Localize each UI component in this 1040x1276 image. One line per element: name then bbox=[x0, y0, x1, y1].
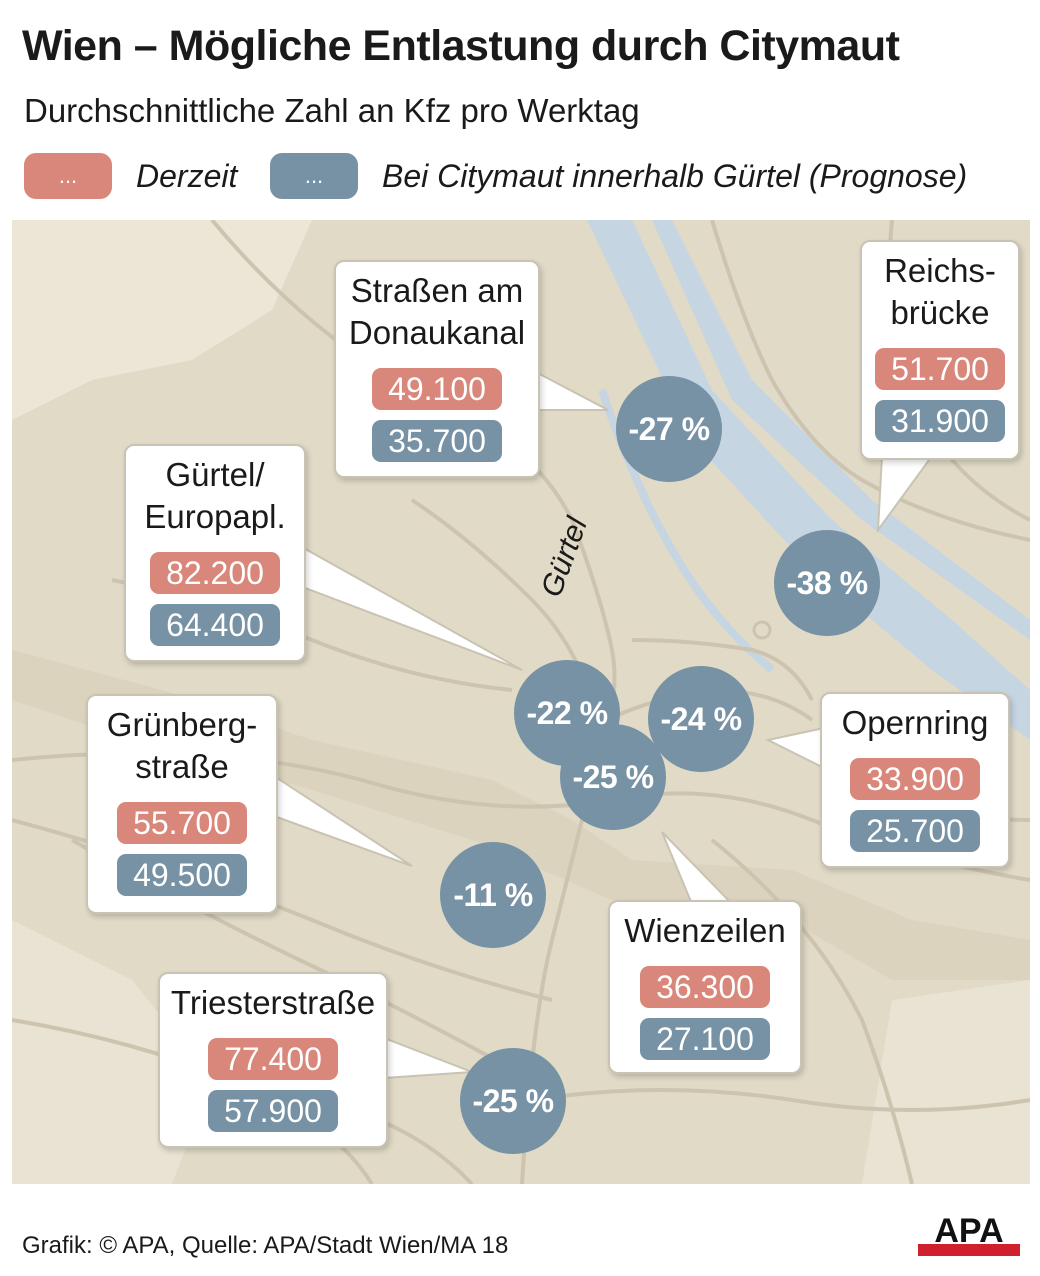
forecast-value: 49.500 bbox=[117, 854, 247, 896]
location-name: Opernring bbox=[841, 704, 989, 741]
callout-opernring: Opernring 33.900 25.700 bbox=[820, 692, 1010, 868]
svg-text:APA: APA bbox=[934, 1212, 1003, 1250]
legend-forecast: ... Bei Citymaut innerhalb Gürtel (Progn… bbox=[270, 152, 967, 200]
change-circle-triester: -25 % bbox=[460, 1048, 566, 1154]
source-credit: Grafik: © APA, Quelle: APA/Stadt Wien/MA… bbox=[22, 1232, 509, 1259]
vienna-map: Straßen am Donaukanal 49.100 35.700 Reic… bbox=[12, 220, 1030, 1184]
current-value: 33.900 bbox=[850, 758, 980, 800]
location-name: Triesterstraße bbox=[170, 984, 376, 1021]
callout-donaukanal: Straßen am Donaukanal 49.100 35.700 bbox=[334, 260, 540, 478]
current-value: 51.700 bbox=[875, 348, 1005, 390]
location-name: Straßen am Donaukanal bbox=[348, 272, 526, 351]
forecast-value: 27.100 bbox=[640, 1018, 770, 1060]
location-name: Wienzeilen bbox=[624, 912, 786, 949]
change-circle-donaukanal: -27 % bbox=[616, 376, 722, 482]
forecast-value: 25.700 bbox=[850, 810, 980, 852]
forecast-value: 35.700 bbox=[372, 420, 502, 462]
callout-guertel: Gürtel/ Europapl. 82.200 64.400 bbox=[124, 444, 306, 662]
change-circle-gruenberg: -25 % bbox=[560, 724, 666, 830]
callout-wienzeilen: Wienzeilen 36.300 27.100 bbox=[608, 900, 802, 1074]
change-circle-wienzeilen: -11 % bbox=[440, 842, 546, 948]
current-value: 77.400 bbox=[208, 1038, 338, 1080]
forecast-value: 64.400 bbox=[150, 604, 280, 646]
callout-triester: Triesterstraße 77.400 57.900 bbox=[158, 972, 388, 1148]
page-subtitle: Durchschnittliche Zahl an Kfz pro Werkta… bbox=[24, 92, 640, 129]
forecast-value: 57.900 bbox=[208, 1090, 338, 1132]
location-name: Gürtel/ Europapl. bbox=[144, 456, 286, 535]
location-name: Reichs- brücke bbox=[884, 252, 996, 331]
current-value: 49.100 bbox=[372, 368, 502, 410]
location-name: Grünberg- straße bbox=[106, 706, 258, 785]
current-value: 82.200 bbox=[150, 552, 280, 594]
legend-current-swatch: ... bbox=[24, 153, 112, 199]
callout-gruenberg: Grünberg- straße 55.700 49.500 bbox=[86, 694, 278, 914]
legend-forecast-label: Bei Citymaut innerhalb Gürtel (Prognose) bbox=[382, 157, 968, 194]
callout-reichsbruecke: Reichs- brücke 51.700 31.900 bbox=[860, 240, 1020, 460]
change-circle-reichsbruecke: -38 % bbox=[774, 530, 880, 636]
legend-current: ... Derzeit bbox=[24, 152, 237, 200]
legend-forecast-swatch: ... bbox=[270, 153, 358, 199]
legend-current-label: Derzeit bbox=[136, 157, 238, 194]
page-title: Wien – Mögliche Entlastung durch Citymau… bbox=[22, 22, 900, 70]
current-value: 55.700 bbox=[117, 802, 247, 844]
change-circle-opernring: -24 % bbox=[648, 666, 754, 772]
forecast-value: 31.900 bbox=[875, 400, 1005, 442]
apa-logo: APA bbox=[918, 1212, 1020, 1256]
current-value: 36.300 bbox=[640, 966, 770, 1008]
